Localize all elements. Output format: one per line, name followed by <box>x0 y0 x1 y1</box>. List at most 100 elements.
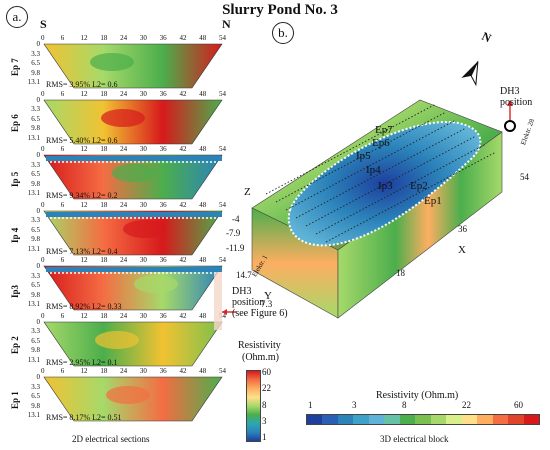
depth-tick: 6.5 <box>31 170 40 178</box>
depth-tick: 0 <box>36 262 41 270</box>
x-tick: 18 <box>100 256 108 264</box>
x-tick: 0 <box>41 256 45 264</box>
depth-tick: 13.1 <box>27 300 40 308</box>
depth-tick: 0 <box>36 317 41 326</box>
x-tick: 42 <box>179 256 187 264</box>
section-anomaly <box>123 219 167 238</box>
x-tick-18: 18 <box>396 268 405 278</box>
x-tick: 0 <box>41 89 45 98</box>
vbar-title-line2: (Ohm.m) <box>242 352 279 363</box>
north-label: N <box>222 17 231 31</box>
section-anomaly <box>90 53 134 71</box>
x-tick: 6 <box>60 200 65 209</box>
x-tick: 48 <box>199 89 207 98</box>
section-name: Ep 6 <box>10 113 20 132</box>
x-tick: 18 <box>100 89 108 98</box>
depth-tick: 9.8 <box>31 68 40 77</box>
x-tick: 48 <box>199 34 207 42</box>
x-tick: 36 <box>159 311 167 320</box>
x-tick: 42 <box>179 145 187 153</box>
x-tick: 30 <box>139 34 147 42</box>
vbar-tick-3: 3 <box>262 416 267 426</box>
depth-tick: 3.3 <box>31 382 40 391</box>
depth-tick: 9.8 <box>31 124 40 132</box>
depth-tick: 9.8 <box>31 179 40 188</box>
x-tick: 36 <box>159 145 167 153</box>
x-tick: 6 <box>60 145 65 153</box>
section-graphic <box>43 99 223 144</box>
section-name: Ep 1 <box>10 391 20 409</box>
y-tick-2: 7.3 <box>261 299 273 309</box>
x-tick: 48 <box>199 311 207 320</box>
z-tick-3: -11.9 <box>226 243 245 253</box>
x-tick: 24 <box>120 311 128 320</box>
depth-tick: 6.5 <box>31 336 40 345</box>
profile-label-ep7: Ep7 <box>375 124 393 136</box>
depth-tick: 6.5 <box>31 225 40 234</box>
vbar-tick-22: 22 <box>262 383 271 393</box>
depth-tick: 13.1 <box>27 189 40 197</box>
x-tick: 18 <box>100 367 108 375</box>
section-stats: RMS= 7.13% L2= 0.4 <box>46 246 118 256</box>
section-slurry-band <box>46 156 222 161</box>
x-tick: 48 <box>199 256 207 264</box>
panel-a-label: a. <box>6 6 28 28</box>
x-tick: 30 <box>139 256 147 264</box>
x-tick: 42 <box>179 367 187 375</box>
x-tick: 36 <box>159 200 167 209</box>
x-tick: 54 <box>219 145 226 153</box>
x-tick: 6 <box>60 256 65 264</box>
sections-caption: 2D electrical sections <box>72 434 150 444</box>
profile-label-ip5: Ip5 <box>356 150 371 162</box>
x-tick: 12 <box>80 145 88 153</box>
x-tick-54: 54 <box>520 172 529 182</box>
depth-tick: 0 <box>36 95 41 104</box>
x-tick: 18 <box>100 34 108 42</box>
x-tick: 12 <box>80 89 88 98</box>
section-name: Ip3 <box>10 284 20 298</box>
section-graphic <box>43 210 223 255</box>
depth-tick: 9.8 <box>31 235 40 243</box>
section-graphic <box>43 265 223 311</box>
x-tick: 54 <box>219 367 226 375</box>
x-tick: 12 <box>80 34 88 42</box>
section-stats: RMS= 8.17% L2= 0.51 <box>46 413 122 422</box>
block-caption: 3D electrical block <box>380 434 449 444</box>
x-tick: 30 <box>139 89 147 98</box>
section-anomaly <box>101 108 145 127</box>
section-name: Ep 7 <box>10 58 20 76</box>
depth-tick: 3.3 <box>31 327 40 335</box>
hbar-title: Resistivity (Ohm.m) <box>376 390 459 401</box>
x-tick: 12 <box>80 200 88 209</box>
vbar-title-line1: Resistivity <box>238 340 281 351</box>
x-tick: 36 <box>159 256 167 264</box>
x-tick-36: 36 <box>458 224 467 234</box>
depth-tick: 13.1 <box>27 355 40 364</box>
vbar-tick-8: 8 <box>262 400 267 410</box>
dh3-3d-line1: DH3 <box>500 86 520 97</box>
hbar-tick-60: 60 <box>514 400 523 410</box>
hbar-tick-1: 1 <box>308 400 313 410</box>
depth-tick: 0 <box>36 151 41 159</box>
z-tick-2: -7.9 <box>226 228 241 238</box>
x-tick: 6 <box>60 311 65 320</box>
section-graphic <box>43 43 223 89</box>
dh3-marker-3d <box>504 120 516 132</box>
depth-tick: 3.3 <box>31 105 40 113</box>
x-tick: 36 <box>159 367 167 375</box>
section-stats: RMS= 5.40% L2= 0.6 <box>46 135 118 145</box>
section-anomaly <box>95 330 139 349</box>
x-tick: 6 <box>60 89 65 98</box>
z-axis-label: Z <box>244 186 251 198</box>
hbar-tick-3: 3 <box>352 400 357 410</box>
x-tick: 36 <box>159 89 167 98</box>
x-tick: 12 <box>80 311 88 320</box>
sections-2d: Ep 7 0 3.3 6.5 9.8 13.1 0 6 12 18 24 30 36 42 48 54 RMS=… <box>0 0 260 450</box>
depth-tick: 13.1 <box>27 78 40 86</box>
depth-tick: 6.5 <box>31 114 40 123</box>
depth-tick: 3.3 <box>31 271 40 280</box>
x-tick: 30 <box>139 311 147 320</box>
x-tick: 48 <box>199 145 207 153</box>
x-tick: 54 <box>219 256 226 264</box>
section-graphic <box>43 376 223 422</box>
